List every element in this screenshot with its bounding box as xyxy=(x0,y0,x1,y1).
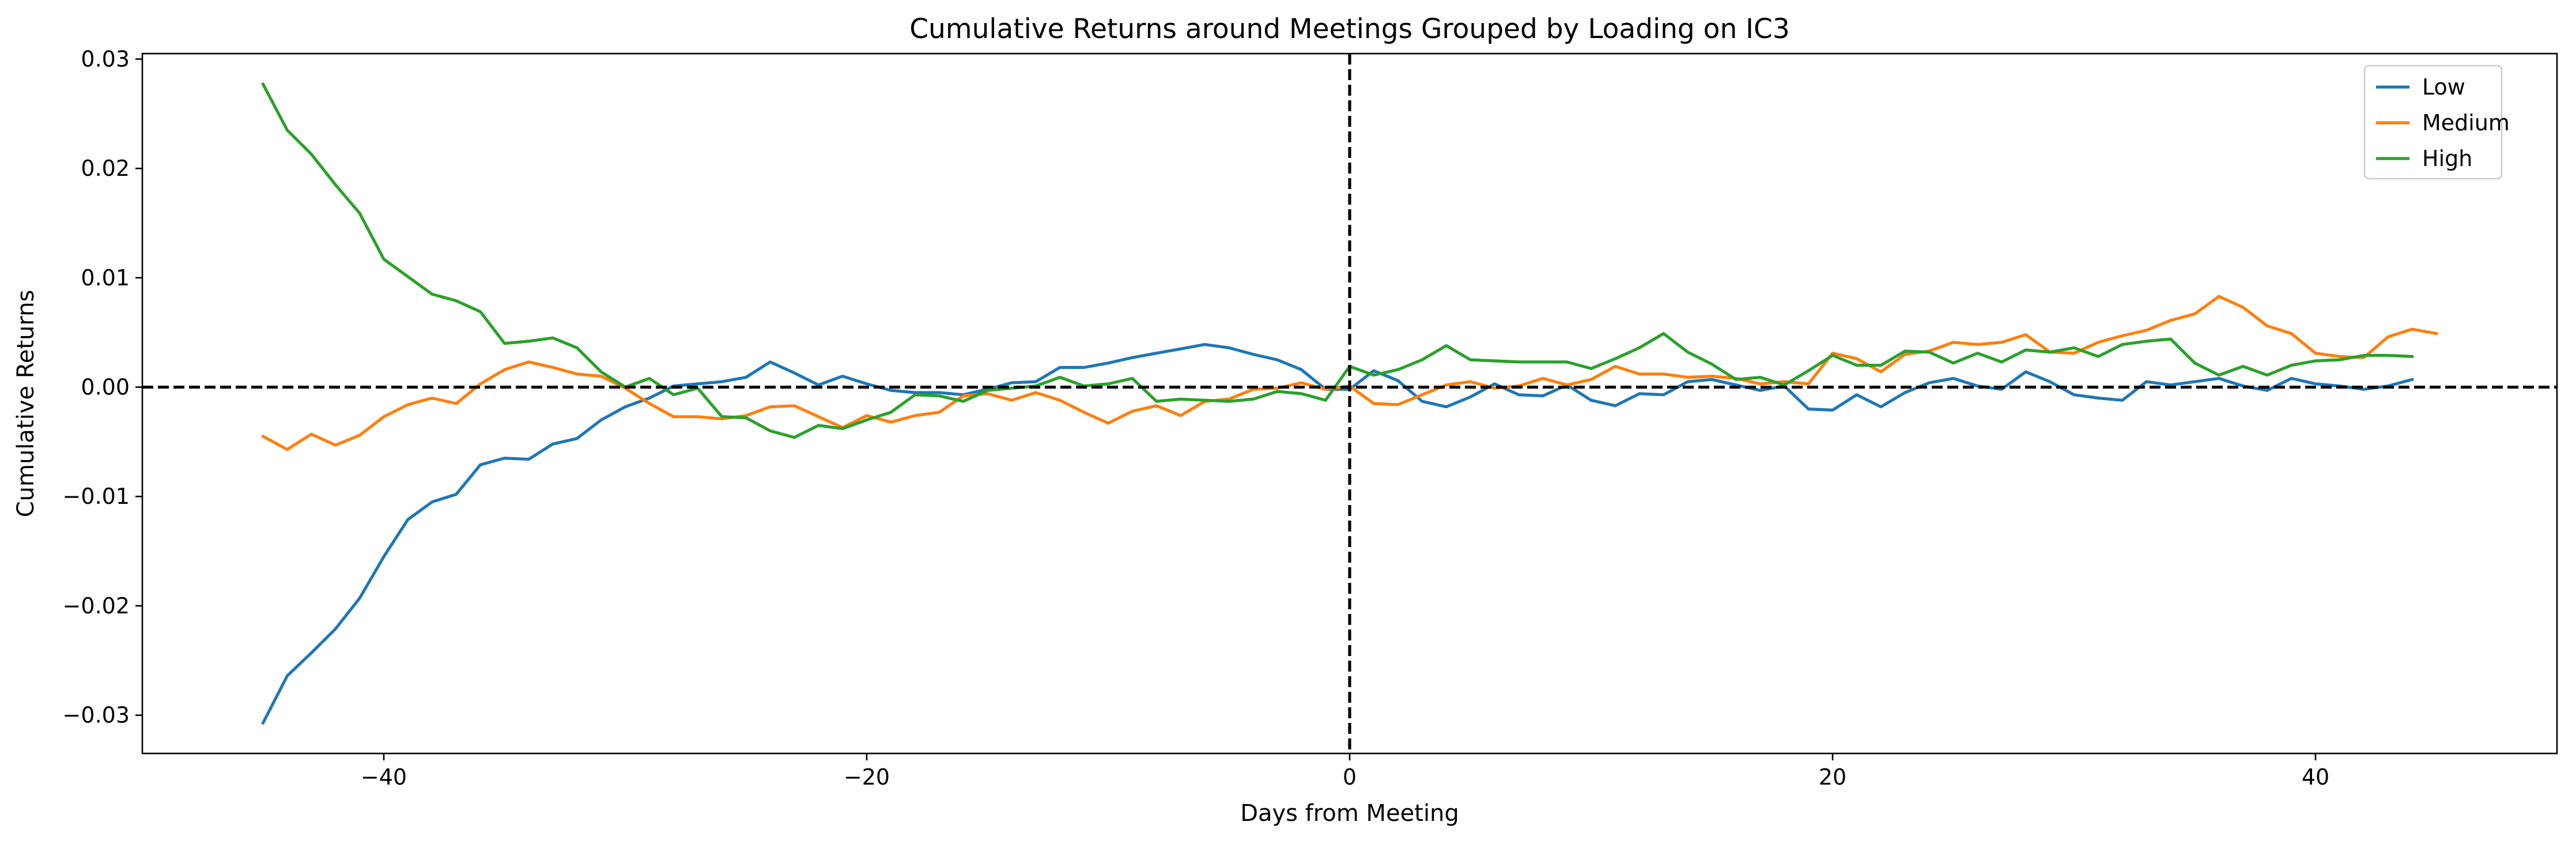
legend-label-high: High xyxy=(2422,146,2472,171)
x-tick-label: 40 xyxy=(2302,764,2329,790)
x-tick-label: −20 xyxy=(844,764,890,790)
x-axis-label: Days from Meeting xyxy=(1240,800,1459,827)
plot-area: −40 −20 0 20 40 −0.03 −0.02 −0.01 0.00 0.01 0.02 0.… xyxy=(63,46,2558,790)
y-tick-label: −0.01 xyxy=(63,484,130,509)
chart-title: Cumulative Returns around Meetings Group… xyxy=(909,13,1790,45)
x-tick-label: 0 xyxy=(1343,764,1357,790)
legend: Low Medium High xyxy=(2363,65,2510,180)
x-tick-label: −40 xyxy=(361,764,407,790)
y-tick-label: −0.02 xyxy=(63,593,130,619)
y-tick-label: 0.01 xyxy=(81,265,130,291)
y-tick-label: 0.03 xyxy=(81,46,130,71)
legend-frame xyxy=(2363,65,2503,180)
series-line-low xyxy=(260,342,2414,725)
y-tick-label: 0.02 xyxy=(81,156,130,181)
y-tick-label: 0.00 xyxy=(81,375,130,400)
legend-label-low: Low xyxy=(2422,74,2465,100)
x-tick-label: 20 xyxy=(1819,764,1846,790)
series-line-high xyxy=(260,82,2414,439)
y-axis-label: Cumulative Returns xyxy=(13,290,39,518)
legend-label-medium: Medium xyxy=(2422,110,2510,135)
y-tick-label: −0.03 xyxy=(63,703,130,728)
